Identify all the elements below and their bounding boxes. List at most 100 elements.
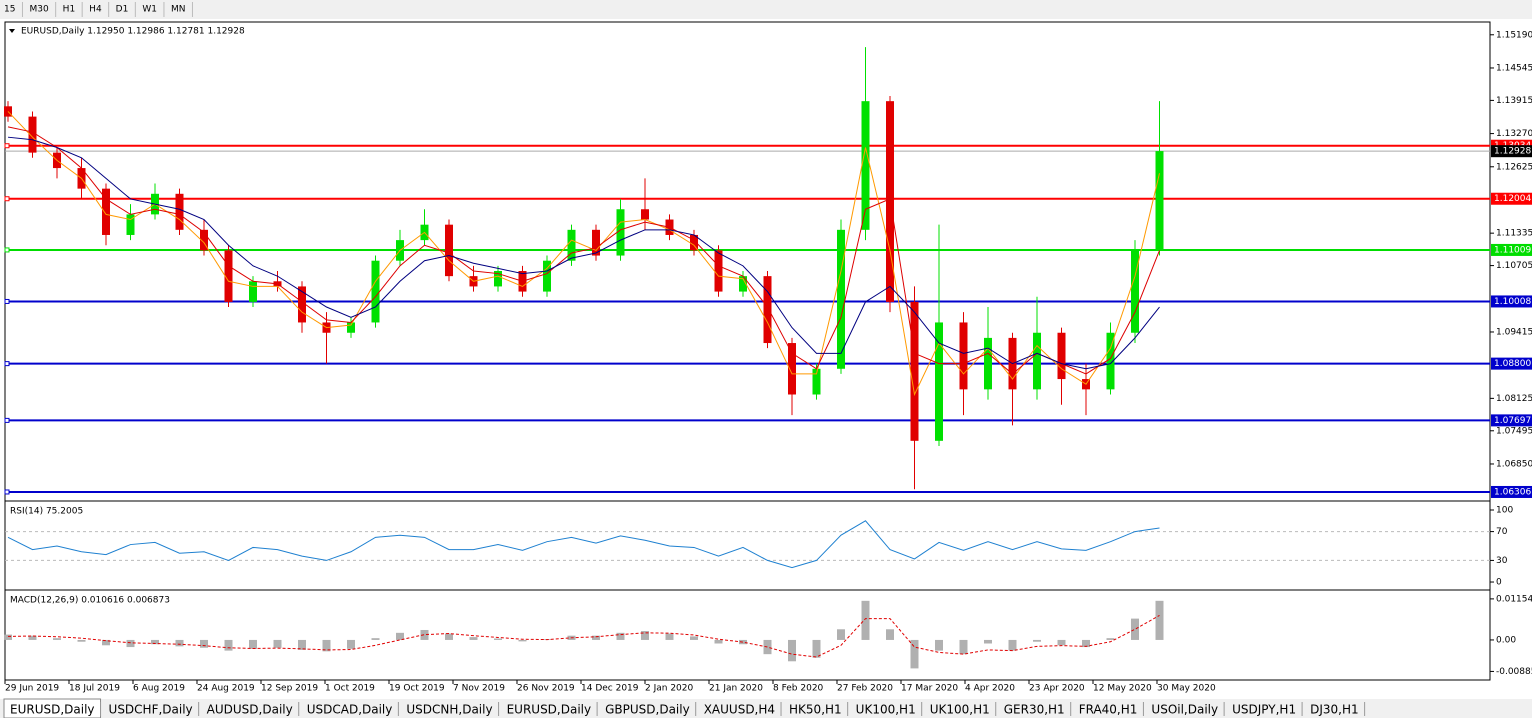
- chart-tab[interactable]: FRA40,H1: [1079, 703, 1138, 717]
- y-tick-label: 1.12625: [1496, 162, 1532, 172]
- chart-tab[interactable]: HK50,H1: [789, 703, 842, 717]
- level-label-box: [1491, 295, 1532, 308]
- y-tick-label: 1.13915: [1496, 96, 1532, 106]
- macd-bar: [322, 639, 331, 652]
- y-tick-label: 1.06850: [1496, 459, 1532, 469]
- chart-tab[interactable]: EURUSD,Daily: [507, 703, 592, 717]
- last-price-box: [1491, 145, 1532, 158]
- candle-body: [984, 337, 992, 390]
- x-tick-label: 27 Feb 2020: [837, 684, 893, 694]
- macd-bar: [616, 632, 625, 640]
- macd-bar: [1008, 639, 1017, 651]
- candle-body: [763, 276, 772, 344]
- x-tick-label: 26 Nov 2019: [517, 684, 575, 694]
- macd-bar: [1106, 638, 1115, 640]
- x-tick-label: 23 Apr 2020: [1029, 684, 1085, 694]
- macd-bar: [641, 631, 649, 640]
- timeframe-button[interactable]: 15: [4, 5, 15, 15]
- candle-body: [714, 250, 723, 292]
- macd-bar: [28, 635, 37, 640]
- candle-body: [224, 250, 233, 302]
- tab-bar: [0, 699, 1532, 718]
- macd-bar: [126, 639, 135, 648]
- timeframe-button[interactable]: H4: [89, 5, 102, 15]
- chart-tab[interactable]: USDCAD,Daily: [307, 703, 393, 717]
- level-handle: [4, 247, 10, 253]
- macd-bar: [714, 639, 723, 644]
- macd-bar: [347, 639, 355, 649]
- timeframe-button[interactable]: D1: [116, 5, 129, 15]
- timeframe-button[interactable]: H1: [63, 5, 76, 15]
- level-label: 1.06306: [1494, 487, 1531, 497]
- macd-bar: [175, 639, 184, 647]
- candle-body: [445, 224, 453, 277]
- macd-bar: [910, 639, 919, 669]
- level-label-box: [1491, 192, 1532, 205]
- moving-average: [7, 136, 1160, 370]
- chart-tab[interactable]: GER30,H1: [1004, 703, 1065, 717]
- x-tick-label: 8 Feb 2020: [773, 684, 824, 694]
- chart-tab[interactable]: USDJPY,H1: [1232, 703, 1296, 717]
- last-price-label: 1.12928: [1494, 147, 1531, 157]
- macd-bar: [788, 639, 796, 662]
- chart-tab[interactable]: EURUSD,Daily: [10, 703, 95, 717]
- candle-body: [641, 209, 649, 220]
- chart-tab[interactable]: AUDUSD,Daily: [207, 703, 293, 717]
- y-tick-label: 1.13270: [1496, 129, 1532, 139]
- macd-bar: [861, 600, 870, 640]
- chart-tab[interactable]: USDCHF,Daily: [109, 703, 193, 717]
- chart-tab[interactable]: USOil,Daily: [1151, 703, 1218, 717]
- macd-bar: [396, 632, 404, 640]
- x-tick-label: 1 Oct 2019: [325, 684, 375, 694]
- timeframe-button[interactable]: W1: [142, 5, 157, 15]
- chart-tab[interactable]: XAUUSD,H4: [704, 703, 775, 717]
- x-tick-label: 12 Sep 2019: [261, 684, 318, 694]
- x-tick-label: 17 Mar 2020: [901, 684, 958, 694]
- candle-body: [567, 229, 576, 261]
- macd-bar: [273, 639, 282, 648]
- y-tick-label: 0: [1496, 578, 1502, 588]
- candle-body: [861, 101, 870, 230]
- chart-tab[interactable]: GBPUSD,Daily: [605, 703, 690, 717]
- x-tick-label: 18 Jul 2019: [69, 684, 120, 694]
- y-tick-label: -0.008850: [1496, 667, 1532, 677]
- level-label: 1.08800: [1494, 359, 1531, 369]
- macd-bar: [1082, 639, 1090, 648]
- candle-body: [1033, 332, 1041, 390]
- macd-bar: [249, 639, 257, 649]
- candle-body: [347, 322, 355, 333]
- candle-body: [788, 343, 796, 395]
- candle-body: [1106, 332, 1115, 390]
- candle-body: [1155, 151, 1164, 251]
- macd-bar: [1057, 639, 1066, 646]
- macd-bar: [935, 639, 943, 651]
- level-label: 1.10008: [1494, 297, 1531, 307]
- moving-average: [7, 111, 1160, 397]
- candle-body: [28, 116, 37, 153]
- x-tick-label: 4 Apr 2020: [965, 684, 1015, 694]
- candle-body: [935, 322, 943, 441]
- macd-bar: [151, 639, 159, 645]
- level-label-box: [1491, 357, 1532, 370]
- candle-body: [812, 368, 821, 395]
- candle-body: [739, 276, 747, 292]
- x-tick-label: 19 Oct 2019: [389, 684, 445, 694]
- x-tick-label: 6 Aug 2019: [133, 684, 185, 694]
- chart-tab[interactable]: USDCNH,Daily: [406, 703, 492, 717]
- x-tick-label: 14 Dec 2019: [581, 684, 639, 694]
- macd-bar: [200, 639, 208, 648]
- chart-tab[interactable]: UK100,H1: [930, 703, 990, 717]
- level-handle: [4, 489, 10, 495]
- y-tick-label: 1.07495: [1496, 426, 1532, 436]
- candle-body: [592, 229, 600, 256]
- macd-bar: [886, 629, 894, 640]
- chart-tab[interactable]: UK100,H1: [856, 703, 916, 717]
- candle-body: [102, 188, 110, 235]
- level-label: 1.07697: [1494, 416, 1531, 426]
- chart-tab[interactable]: DJ30,H1: [1310, 703, 1359, 717]
- timeframe-button[interactable]: M30: [29, 5, 48, 15]
- macd-bar: [1131, 618, 1139, 640]
- timeframe-button[interactable]: MN: [171, 5, 186, 15]
- macd-bar: [518, 639, 527, 642]
